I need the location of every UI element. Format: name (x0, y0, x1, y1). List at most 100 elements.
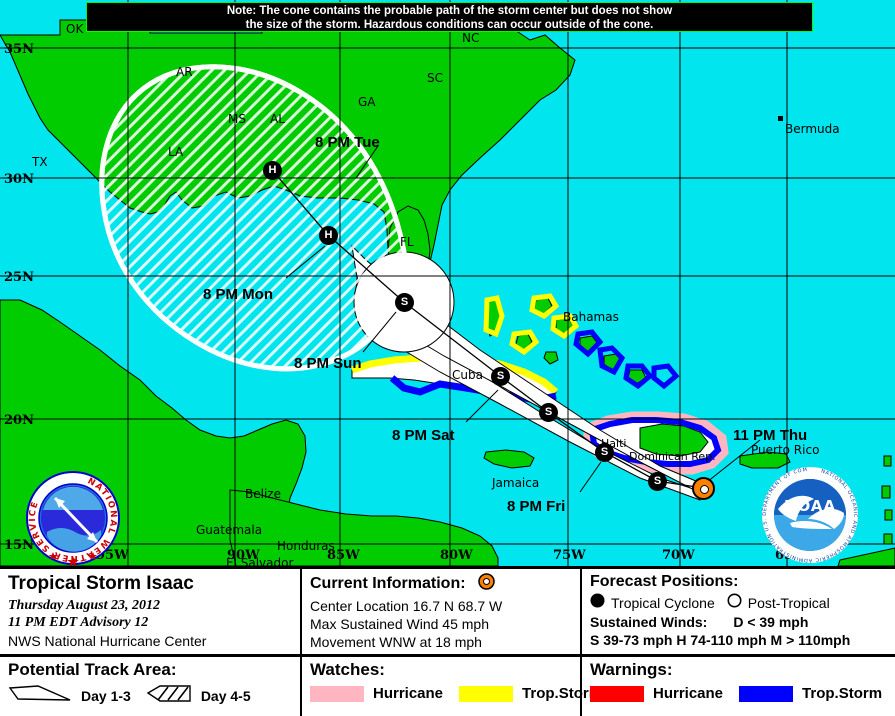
forecast-label-fri: 8 PM Fri (507, 498, 566, 515)
warning-hurricane-item: Hurricane (590, 685, 723, 702)
forecast-marker-s[interactable]: S (539, 403, 558, 422)
warnings-header: Warnings: (590, 660, 673, 679)
place-label-tx: TX (32, 155, 48, 169)
place-label-ga: GA (358, 95, 376, 109)
forecast-marker-h[interactable]: H (319, 226, 338, 245)
map-geometry (0, 0, 895, 566)
storm-advisory: 11 PM EDT Advisory 12 (8, 615, 149, 630)
tropical-cyclone-icon (590, 593, 605, 613)
watch-tropstorm-label: Trop.Storm (522, 685, 603, 702)
forecast-cone (99, 64, 704, 501)
movement: Movement WNW at 18 mph (310, 634, 482, 650)
current-information-header: Current Information: (310, 575, 466, 592)
forecast-marker-h[interactable]: H (263, 161, 282, 180)
warning-tropstorm-label: Trop.Storm (802, 685, 883, 702)
warnings-column: Warnings: Hurricane Trop.Storm (590, 660, 882, 702)
max-sustained-wind: Max Sustained Wind 45 mph (310, 616, 489, 632)
day-4-5-label: Day 4-5 (200, 688, 251, 704)
place-label-jamaica: Jamaica (492, 476, 540, 490)
forecast-label-sat: 8 PM Sat (392, 427, 455, 444)
place-label-nc: NC (462, 31, 480, 45)
lat-lon-gridlines (0, 0, 895, 566)
lon-label: 70W (662, 548, 695, 563)
day-1-3-label: Day 1-3 (81, 688, 131, 704)
watch-hurricane-item: Hurricane (310, 685, 443, 702)
lat-label: 20N (4, 413, 34, 428)
wind-category-d: D < 39 mph (733, 614, 809, 630)
storm-identity-column: Tropical Storm Isaac Thursday August 23,… (8, 573, 206, 650)
forecast-label-tue: 8 PM Tue (315, 134, 380, 151)
day-1-3-cone-icon (8, 684, 72, 708)
warning-tropstorm-swatch (739, 685, 794, 702)
place-label-bahamas: Bahamas (563, 310, 619, 324)
post-tropical-icon (727, 593, 742, 613)
noaa-logo: NOAA NATIONAL OCEANIC AND ATMOSPHERIC AD… (757, 461, 860, 565)
lat-label: 25N (4, 270, 34, 285)
warning-hurricane-swatch (590, 685, 644, 702)
watches-column: Watches: Hurricane Trop.Storm (310, 660, 602, 702)
potential-track-header: Potential Track Area: (8, 660, 177, 679)
watches-header: Watches: (310, 660, 385, 679)
place-label-sc: SC (427, 71, 443, 85)
panel-divider-1 (300, 569, 302, 654)
storm-name: Tropical Storm Isaac (8, 573, 194, 594)
place-label-ms: MS (228, 112, 246, 126)
current-position-icon (477, 573, 495, 595)
lon-label: 80W (440, 548, 473, 563)
post-tropical-label: Post-Tropical (747, 595, 830, 611)
place-label-dominican-republic: Dominican Rep. (629, 450, 716, 463)
panel-divider-3 (300, 657, 302, 716)
place-label-belize: Belize (245, 487, 281, 501)
cone-disclaimer-note: Note: The cone contains the probable pat… (86, 2, 813, 32)
forecast-marker-s[interactable]: S (491, 367, 510, 386)
current-position-marker[interactable] (692, 477, 715, 500)
lon-label: 85W (327, 548, 360, 563)
place-label-guatemala: Guatemala (196, 523, 263, 537)
current-information-column: Current Information: Center Location 16.… (310, 573, 502, 651)
day-4-5-cone-icon (146, 684, 192, 708)
forecast-marker-s[interactable]: S (395, 293, 414, 312)
place-label-fl: FL (400, 235, 414, 249)
place-label-ok: OK (66, 22, 84, 36)
noaa-logo-text: NOAA (784, 497, 836, 515)
label-leader-lines (285, 145, 761, 493)
forecast-label-thu: 11 PM Thu (733, 427, 808, 444)
place-label-puerto-rico: Puerto Rico (751, 443, 820, 457)
lat-label: 30N (4, 172, 34, 187)
storm-agency: NWS National Hurricane Center (8, 633, 207, 649)
forecast-positions-column: Forecast Positions: Tropical Cyclone Pos… (590, 573, 850, 649)
watch-tropstorm-item: Trop.Storm (459, 685, 602, 702)
lat-label: 35N (4, 42, 34, 57)
place-label-al: AL (270, 112, 285, 126)
warning-tropstorm-item: Trop.Storm (739, 685, 882, 702)
forecast-marker-s[interactable]: S (595, 443, 614, 462)
forecast-label-sun: 8 PM Sun (294, 355, 362, 372)
place-label-honduras: Honduras (277, 539, 335, 553)
place-label-la: LA (168, 145, 184, 159)
sustained-winds-label: Sustained Winds: (590, 614, 708, 630)
center-location: Center Location 16.7 N 68.7 W (310, 598, 503, 614)
note-line-2: the size of the storm. Hazardous conditi… (245, 19, 654, 31)
forecast-label-mon: 8 PM Mon (203, 286, 273, 303)
forecast-map[interactable]: 35N 30N 25N 20N 15N 95W 90W 85W 80W 75W … (0, 0, 895, 566)
tropical-cyclone-label: Tropical Cyclone (611, 595, 715, 611)
forecast-marker-s[interactable]: S (648, 472, 667, 491)
place-label-cuba: Cuba (452, 368, 483, 382)
legend-panel: Tropical Storm Isaac Thursday August 23,… (0, 566, 895, 716)
watch-hurricane-swatch (310, 685, 364, 702)
legend-panel-bottom: Potential Track Area: Day 1-3 (0, 657, 895, 716)
lon-label: 75W (553, 548, 586, 563)
place-label-ar: AR (176, 65, 193, 79)
wind-category-scale: S 39-73 mph H 74-110 mph M > 110mph (590, 632, 851, 648)
potential-track-column: Potential Track Area: Day 1-3 (8, 660, 251, 708)
lat-label: 15N (4, 538, 34, 553)
panel-divider-2 (580, 569, 582, 654)
watch-tropstorm-swatch (459, 685, 514, 702)
warning-hurricane-label: Hurricane (653, 685, 724, 702)
lon-label: 90W (227, 548, 260, 563)
place-label-bermuda: Bermuda (785, 122, 840, 136)
note-line-1: Note: The cone contains the probable pat… (226, 5, 673, 17)
watch-hurricane-label: Hurricane (373, 685, 444, 702)
storm-date: Thursday August 23, 2012 (8, 598, 160, 613)
